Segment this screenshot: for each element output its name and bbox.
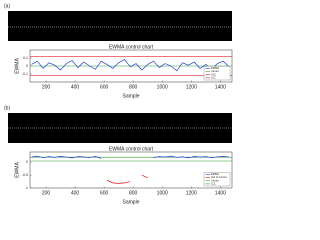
y-tick-label: -0.5 — [22, 173, 28, 177]
figure: (a) EWMA control chart EWMA Sample 200 400 600… — [4, 3, 233, 205]
x-tick-label: 1200 — [186, 190, 197, 196]
y-tick-label: -0.1 — [22, 72, 28, 76]
x-tick-label: 400 — [71, 190, 80, 196]
image-strip — [8, 11, 232, 41]
legend-label: Center — [211, 178, 219, 182]
legend-box — [203, 172, 231, 187]
chart-title: EWMA control chart — [109, 146, 154, 152]
x-tick-label: 200 — [42, 190, 51, 196]
chart-title: EWMA control chart — [109, 44, 154, 50]
legend-label: EWMA — [211, 172, 219, 176]
y-tick-label: 0 — [26, 160, 28, 164]
x-tick-label: 200 — [42, 84, 51, 90]
x-tick-label: 1000 — [157, 84, 168, 90]
x-tick-label: 1400 — [215, 84, 226, 90]
x-tick-label: 1200 — [186, 84, 197, 90]
x-tick-label: 800 — [129, 84, 138, 90]
legend-label: LCL — [211, 182, 216, 186]
legend-label: Out of control — [211, 175, 227, 179]
legend-label: LCL — [211, 76, 216, 80]
legend-label: EWMA — [211, 66, 219, 70]
series-line — [31, 59, 230, 72]
legend-label: UCL — [211, 72, 217, 76]
y-tick-label: -1 — [25, 186, 28, 190]
y-axis-label: EWMA — [14, 58, 20, 74]
series-line — [31, 155, 230, 159]
legend-box — [203, 66, 231, 81]
series-line — [106, 174, 148, 184]
y-tick-label: 0.1 — [23, 56, 28, 60]
x-axis-label: Sample — [123, 93, 140, 99]
x-axis-label: Sample — [123, 199, 140, 205]
y-tick-label: 0 — [26, 64, 28, 68]
x-tick-label: 400 — [71, 84, 80, 90]
x-tick-label: 1000 — [157, 190, 168, 196]
panel-label: (a) — [4, 3, 10, 9]
x-tick-label: 600 — [100, 190, 109, 196]
x-tick-label: 800 — [129, 190, 138, 196]
plot-area — [29, 151, 233, 189]
panel-label: (b) — [4, 105, 10, 111]
y-axis-label: EWMA — [14, 162, 20, 178]
x-tick-label: 600 — [100, 84, 109, 90]
legend-label: Center — [211, 69, 219, 73]
x-tick-label: 1400 — [215, 190, 226, 196]
